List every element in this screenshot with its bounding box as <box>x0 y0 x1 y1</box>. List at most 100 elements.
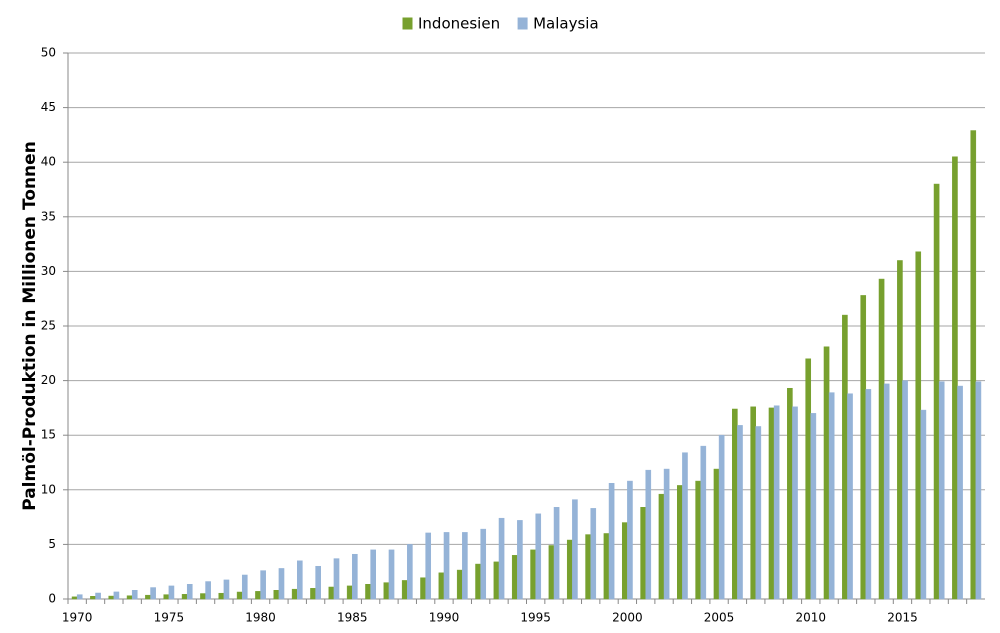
bar <box>792 406 798 600</box>
bar <box>126 595 133 600</box>
bar <box>842 314 848 600</box>
legend-swatch <box>402 17 413 30</box>
bar <box>773 405 780 600</box>
bar <box>713 468 720 600</box>
bar <box>328 586 335 600</box>
x-tick-label: 1995 <box>520 611 551 625</box>
bar <box>181 594 188 600</box>
bar <box>462 532 468 600</box>
bar <box>732 408 738 600</box>
x-tick-label: 2000 <box>612 611 643 625</box>
bar <box>768 407 775 600</box>
y-tick-label: 5 <box>48 537 56 551</box>
bar <box>438 572 445 600</box>
bar <box>315 565 321 600</box>
bar <box>278 568 285 600</box>
bar <box>897 260 903 600</box>
bar <box>902 380 908 600</box>
bar <box>475 563 481 600</box>
bar <box>200 593 206 600</box>
bar <box>388 549 395 600</box>
bar <box>566 539 573 600</box>
y-tick-label: 0 <box>48 592 56 606</box>
bar <box>493 561 500 600</box>
bar <box>346 585 353 600</box>
bar <box>76 594 83 600</box>
y-tick-label: 10 <box>41 482 56 496</box>
bar <box>585 534 591 600</box>
bar <box>365 584 371 600</box>
bar <box>310 588 316 600</box>
x-tick-label: 1975 <box>154 611 185 625</box>
bar <box>420 577 426 600</box>
bar <box>168 585 175 600</box>
bar <box>205 581 211 600</box>
bar <box>352 553 358 600</box>
bar <box>603 533 610 600</box>
y-tick-label: 40 <box>41 155 56 169</box>
bar <box>236 591 243 600</box>
legend-label: Malaysia <box>533 15 599 33</box>
bar <box>297 560 303 600</box>
bar <box>737 425 743 600</box>
bar <box>933 183 940 600</box>
bar <box>718 434 725 600</box>
bar <box>150 587 156 600</box>
bar <box>810 413 817 600</box>
bar <box>425 532 432 600</box>
bar <box>645 469 652 600</box>
y-tick-label: 35 <box>41 209 56 223</box>
bar <box>480 528 487 600</box>
bar <box>370 549 376 600</box>
bar <box>553 507 560 600</box>
bar <box>548 545 555 600</box>
bar <box>805 358 812 600</box>
bar <box>223 579 230 600</box>
bar <box>145 594 151 600</box>
bar <box>847 393 853 600</box>
bar <box>883 383 890 600</box>
bar <box>952 156 958 600</box>
y-axis-title: Palmöl-Produktion in Millionen Tonnen <box>20 141 40 511</box>
bar <box>975 381 982 600</box>
bar <box>682 452 688 600</box>
bar <box>663 468 670 600</box>
bar <box>658 493 665 600</box>
bar <box>498 517 505 600</box>
x-tick-label: 2010 <box>795 611 826 625</box>
bar <box>572 499 578 600</box>
bar <box>443 532 450 600</box>
bar <box>938 381 945 600</box>
bar <box>108 595 115 600</box>
bar <box>530 549 536 600</box>
bar <box>915 251 922 600</box>
bar <box>186 584 193 600</box>
bar <box>957 385 963 600</box>
x-tick-label: 1970 <box>62 611 93 625</box>
bar <box>590 508 597 600</box>
bar <box>750 406 757 600</box>
bar <box>90 596 96 600</box>
bar <box>401 580 408 600</box>
bar <box>535 513 542 600</box>
bar <box>407 544 413 600</box>
bar <box>456 569 463 600</box>
bar <box>95 592 101 600</box>
bar <box>695 480 701 600</box>
bar <box>163 594 170 600</box>
y-tick-label: 50 <box>41 46 56 60</box>
bar <box>333 558 340 600</box>
y-tick-label: 45 <box>41 100 56 114</box>
bar <box>627 480 633 600</box>
bar <box>255 591 261 600</box>
bar <box>823 346 830 600</box>
bar <box>241 574 248 600</box>
bar <box>677 485 683 600</box>
bar <box>787 387 793 600</box>
bar <box>260 570 266 600</box>
x-tick-label: 2005 <box>704 611 735 625</box>
bar <box>218 592 225 600</box>
x-tick-label: 2015 <box>887 611 918 625</box>
bar <box>970 130 977 600</box>
